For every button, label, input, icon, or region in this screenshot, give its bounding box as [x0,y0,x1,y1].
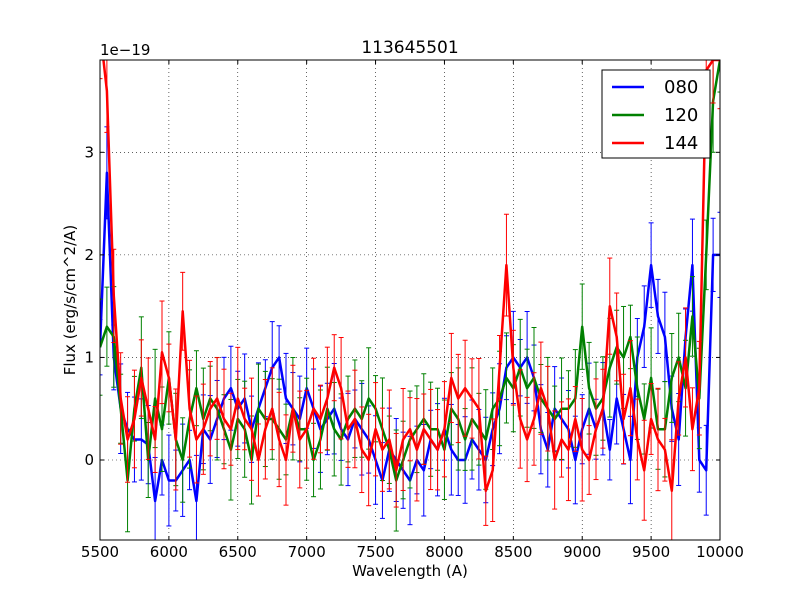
x-tick-label: 8500 [494,543,532,561]
y-offset-text: 1e−19 [100,41,150,59]
x-tick-label: 10000 [696,543,744,561]
y-tick-label: 0 [84,451,94,469]
x-axis-label: Wavelength (A) [352,562,468,580]
y-tick-label: 1 [84,348,94,366]
series-layer [100,60,720,540]
x-tick-label: 8000 [425,543,463,561]
x-tick-label: 6500 [219,543,257,561]
legend-label-080: 080 [664,77,698,98]
x-tick-label: 7000 [288,543,326,561]
legend: 080 120 144 [601,69,711,159]
x-tick-label: 9000 [563,543,601,561]
x-tick-label: 7500 [356,543,394,561]
y-axis-label: Flux (erg/s/cm^2/A) [61,225,79,376]
x-tick-label: 9500 [632,543,670,561]
x-tick-label: 6000 [150,543,188,561]
axes-frame [99,59,721,541]
ticks: 5500 6000 6500 7000 7500 8000 8500 9000 9500 1000… [81,60,744,561]
x-tick-label: 5500 [81,543,119,561]
series-line-144 [102,60,720,493]
legend-label-120: 120 [664,105,698,126]
chart-title: 113645501 [361,38,458,58]
y-tick-label: 2 [84,246,94,264]
y-tick-label: 3 [84,143,94,161]
legend-label-144: 144 [664,133,698,154]
plot-area [100,60,720,540]
series-144 [100,60,720,540]
